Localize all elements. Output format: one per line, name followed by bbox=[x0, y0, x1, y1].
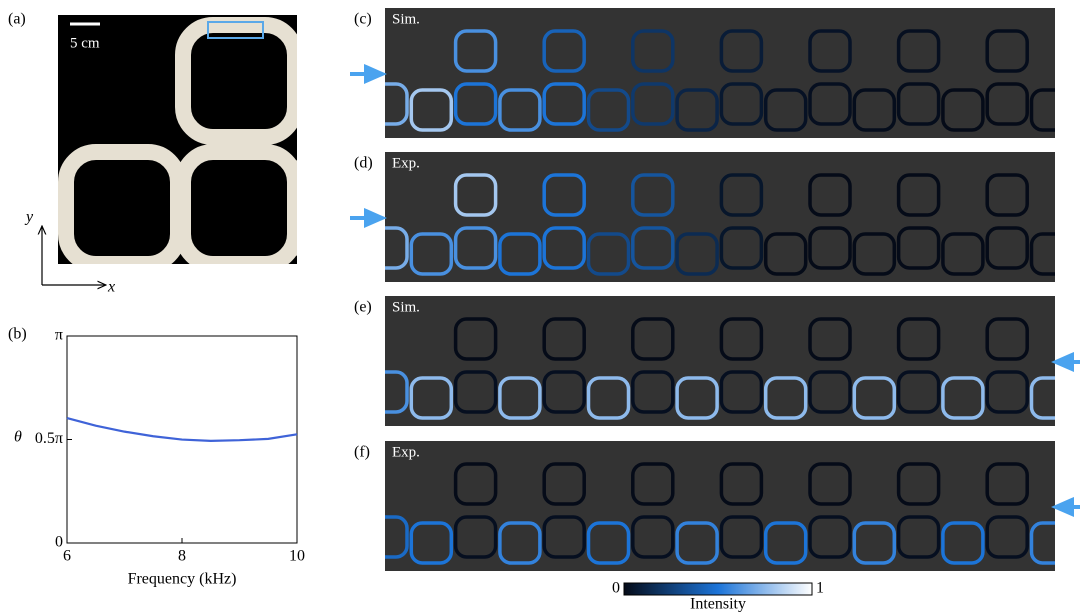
x-tick-label: 10 bbox=[289, 548, 305, 565]
map-background bbox=[385, 296, 1055, 426]
colorbar-tick-label: 1 bbox=[816, 580, 824, 597]
panel-label: (b) bbox=[8, 326, 27, 343]
colorbar bbox=[624, 583, 812, 595]
input-arrow bbox=[1056, 355, 1080, 369]
y-tick-label: 0 bbox=[55, 534, 63, 551]
panel-label: (f) bbox=[354, 444, 370, 461]
y-tick-label: π bbox=[55, 327, 63, 344]
map-background bbox=[385, 152, 1055, 282]
panel-label: (d) bbox=[354, 155, 373, 172]
map-kind: Exp. bbox=[392, 155, 420, 171]
y-tick-label: 0.5π bbox=[35, 430, 63, 447]
data-line bbox=[67, 418, 297, 441]
input-arrow bbox=[1056, 500, 1080, 514]
input-arrow bbox=[350, 211, 382, 225]
x-axis-title: Frequency (kHz) bbox=[128, 571, 237, 588]
x-tick-label: 8 bbox=[178, 548, 186, 565]
axis-label: x bbox=[107, 279, 115, 296]
panel-label: (a) bbox=[8, 11, 26, 28]
colorbar-tick-label: 0 bbox=[612, 580, 620, 597]
x-tick-label: 6 bbox=[63, 548, 71, 565]
photo bbox=[58, 15, 410, 264]
map-kind: Sim. bbox=[392, 11, 420, 27]
panel-label: (e) bbox=[354, 299, 372, 316]
map-background bbox=[385, 441, 1055, 571]
input-arrow bbox=[350, 67, 382, 81]
scale-bar-label: 5 cm bbox=[70, 35, 100, 51]
figure: (a) 5 cm y x (b) Frequency (kHz) θ 68100… bbox=[0, 0, 1080, 614]
colorbar-label: Intensity bbox=[690, 596, 746, 613]
y-axis-title: θ bbox=[14, 429, 22, 446]
panel-label: (c) bbox=[354, 11, 372, 28]
map-background bbox=[385, 8, 1055, 138]
axis-label: y bbox=[24, 209, 34, 226]
map-kind: Sim. bbox=[392, 299, 420, 315]
map-kind: Exp. bbox=[392, 444, 420, 460]
